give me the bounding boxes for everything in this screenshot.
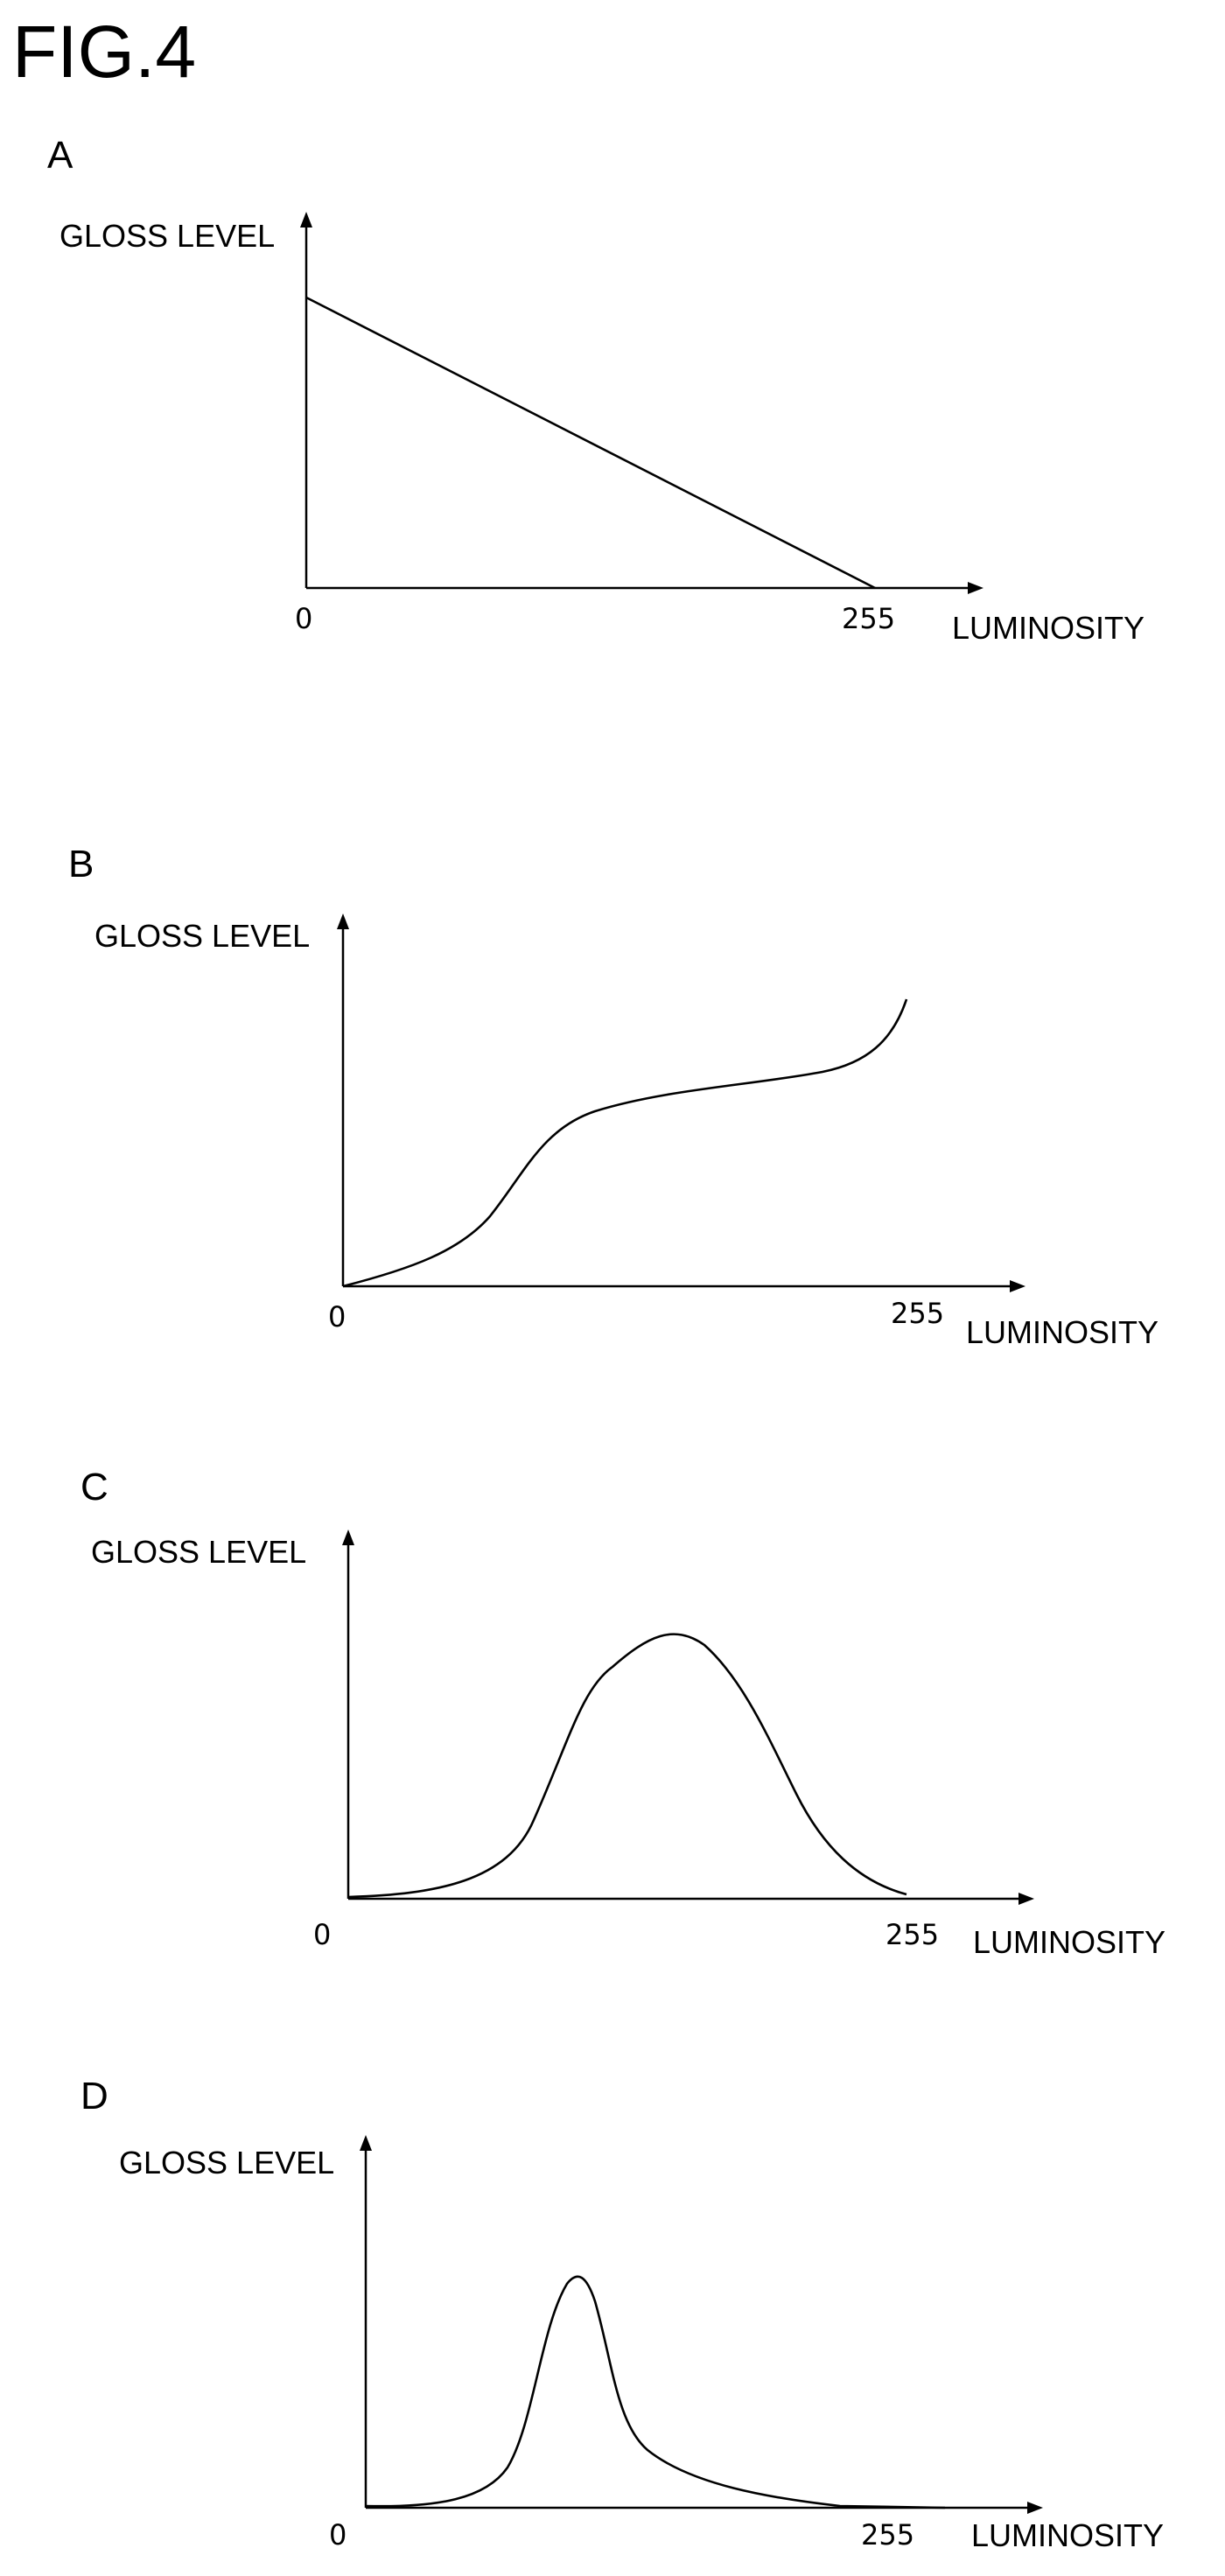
panel-d-ylabel: GLOSS LEVEL [119, 2145, 334, 2180]
panel-a-y-arrow [300, 212, 312, 228]
panel-d-x-min-label: 0 [329, 2518, 346, 2552]
panel-a-x-max-label: 255 [842, 602, 895, 635]
panel-c-x-max-label: 255 [886, 1918, 939, 1951]
panel-d-letter: D [80, 2075, 108, 2118]
panel-a-xlabel: LUMINOSITY [952, 610, 1144, 646]
panel-b-letter: B [68, 843, 94, 886]
panel-b-xlabel: LUMINOSITY [966, 1314, 1158, 1350]
panel-c: C GLOSS LEVEL 0 255 LUMINOSITY [80, 1466, 1166, 1960]
panel-b-ylabel: GLOSS LEVEL [94, 918, 310, 954]
panel-c-x-min-label: 0 [313, 1918, 331, 1951]
panel-a: A GLOSS LEVEL 0 255 LUMINOSITY [47, 134, 1144, 646]
figure-title: FIG.4 [12, 10, 196, 93]
panel-d-x-max-label: 255 [861, 2518, 914, 2552]
panel-c-x-arrow [1018, 1893, 1034, 1905]
panel-d: D GLOSS LEVEL 0 255 LUMINOSITY [80, 2075, 1164, 2553]
panel-b-curve [342, 998, 908, 1288]
panel-b-y-arrow [337, 914, 349, 929]
panel-d-x-arrow [1027, 2502, 1043, 2514]
panel-c-curve [347, 1633, 907, 1899]
panel-b-x-max-label: 255 [891, 1297, 944, 1330]
panel-a-x-min-label: 0 [295, 602, 312, 635]
panel-c-ylabel: GLOSS LEVEL [91, 1534, 306, 1570]
panel-a-ylabel: GLOSS LEVEL [60, 218, 275, 254]
panel-c-xlabel: LUMINOSITY [973, 1924, 1166, 1960]
panel-c-y-arrow [342, 1530, 354, 1545]
panel-c-letter: C [80, 1466, 108, 1508]
panel-b: B GLOSS LEVEL 0 255 LUMINOSITY [68, 843, 1158, 1350]
panel-b-x-min-label: 0 [328, 1300, 346, 1334]
panel-a-x-arrow [968, 582, 984, 594]
panel-b-x-arrow [1010, 1280, 1026, 1292]
panel-d-curve [365, 2275, 946, 2510]
panel-a-letter: A [47, 134, 74, 177]
panel-d-xlabel: LUMINOSITY [971, 2517, 1164, 2553]
panel-a-curve [305, 296, 876, 590]
panel-d-y-arrow [360, 2135, 372, 2151]
